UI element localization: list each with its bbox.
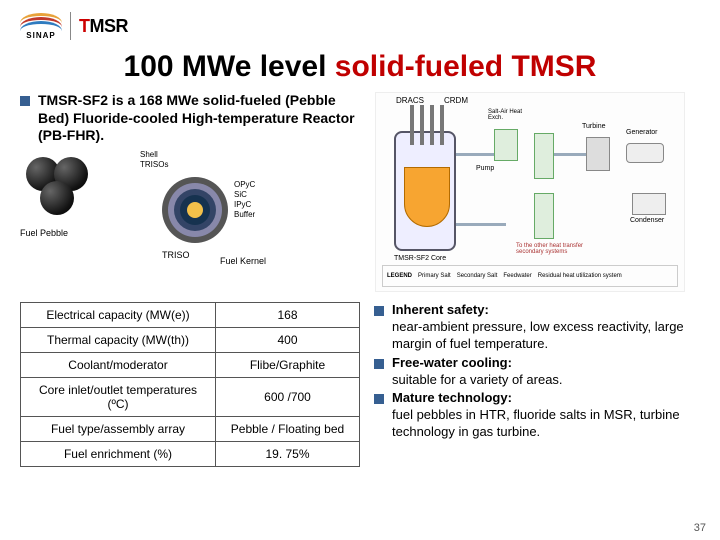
slide: SINAP TMSR 100 MWe level solid-fueled TM… (0, 0, 720, 540)
triso-rings-icon (160, 175, 230, 245)
spec-value: Pebble / Floating bed (216, 417, 360, 442)
square-bullet-icon (20, 96, 30, 106)
label-shell: Shell (140, 151, 158, 159)
spec-value: 600 /700 (216, 378, 360, 417)
spec-label: Fuel enrichment (%) (21, 442, 216, 467)
sinap-text: SINAP (26, 31, 55, 40)
label-sic: SiC (234, 191, 247, 199)
feature-title: Inherent safety: (392, 302, 489, 317)
spec-label: Fuel type/assembly array (21, 417, 216, 442)
plant-schematic: DRACS CRDM TMSR-SF2 Core Salt-Air Heat E… (375, 92, 685, 292)
square-bullet-icon (374, 359, 384, 369)
legend-title: LEGEND (387, 273, 412, 279)
feature-list: Inherent safety: near-ambient pressure, … (374, 302, 700, 467)
legend-primary: Primary Salt (418, 273, 451, 279)
spec-value: 19. 75% (216, 442, 360, 467)
feature-title: Mature technology: (392, 390, 512, 405)
turbine-icon (586, 137, 610, 171)
label-hx: Salt-Air Heat Exch. (488, 109, 526, 122)
table-row: Fuel type/assembly arrayPebble / Floatin… (21, 417, 360, 442)
square-bullet-icon (374, 394, 384, 404)
generator-icon (626, 143, 664, 163)
spec-value: 168 (216, 303, 360, 328)
upper-row: TMSR-SF2 is a 168 MWe solid-fueled (Pebb… (20, 92, 700, 292)
label-turbine: Turbine (582, 123, 605, 130)
lead-bullet: TMSR-SF2 is a 168 MWe solid-fueled (Pebb… (20, 92, 365, 145)
feature-item: Mature technology: fuel pebbles in HTR, … (374, 390, 700, 441)
label-generator: Generator (626, 129, 658, 136)
hx2-icon (534, 133, 554, 179)
legend-secondary: Secondary Salt (457, 273, 498, 279)
table-row: Coolant/moderatorFlibe/Graphite (21, 353, 360, 378)
title-part1: 100 MWe level (124, 50, 335, 83)
feature-text: Mature technology: fuel pebbles in HTR, … (392, 390, 700, 441)
label-pump: Pump (476, 165, 494, 172)
table-row: Electrical capacity (MW(e))168 (21, 303, 360, 328)
feature-text: Inherent safety: near-ambient pressure, … (392, 302, 700, 353)
label-trisos: TRISOs (140, 161, 168, 169)
logo-divider (70, 12, 71, 40)
table-row: Thermal capacity (MW(th))400 (21, 328, 360, 353)
spec-table-body: Electrical capacity (MW(e))168 Thermal c… (21, 303, 360, 467)
spec-label: Electrical capacity (MW(e)) (21, 303, 216, 328)
feature-title: Free-water cooling: (392, 355, 512, 370)
label-condenser: Condenser (630, 217, 664, 224)
pebble-diagram: Fuel Pebble Shell TRISOs OPyC SiC IPyC B… (20, 151, 365, 271)
label-opyc: OPyC (234, 181, 255, 189)
spec-value: Flibe/Graphite (216, 353, 360, 378)
lower-row: Electrical capacity (MW(e))168 Thermal c… (20, 302, 700, 467)
spec-label: Coolant/moderator (21, 353, 216, 378)
label-ipyc: IPyC (234, 201, 251, 209)
tmsr-logo: TMSR (79, 16, 128, 37)
legend-fw: Feedwater (503, 273, 531, 279)
hx3-icon (534, 193, 554, 239)
page-title: 100 MWe level solid-fueled TMSR (20, 50, 700, 84)
tmsr-t: T (79, 16, 90, 36)
table-row: Fuel enrichment (%)19. 75% (21, 442, 360, 467)
logo-bar: SINAP TMSR (20, 8, 700, 44)
label-heat-note: To the other heat transfer secondary sys… (516, 243, 596, 256)
label-triso: TRISO (162, 251, 190, 260)
schematic-legend: LEGEND Primary Salt Secondary Salt Feedw… (382, 265, 678, 287)
condenser-icon (632, 193, 666, 215)
label-fuel-pebble: Fuel Pebble (20, 229, 68, 238)
legend-residual: Residual heat utilization system (538, 273, 622, 279)
feature-text: Free-water cooling: suitable for a varie… (392, 355, 563, 389)
spec-table: Electrical capacity (MW(e))168 Thermal c… (20, 302, 360, 467)
label-kernel: Fuel Kernel (220, 257, 266, 266)
spec-value: 400 (216, 328, 360, 353)
spec-label: Thermal capacity (MW(th)) (21, 328, 216, 353)
feature-item: Inherent safety: near-ambient pressure, … (374, 302, 700, 353)
square-bullet-icon (374, 306, 384, 316)
reactor-core-icon (404, 167, 450, 227)
sinap-logo: SINAP (20, 13, 62, 40)
salt-hx-icon (494, 129, 518, 161)
lead-text: TMSR-SF2 is a 168 MWe solid-fueled (Pebb… (38, 92, 365, 145)
sinap-swoosh-icon (20, 13, 62, 31)
slide-number: 37 (694, 522, 706, 534)
label-crdm: CRDM (444, 97, 468, 105)
title-part2: solid-fueled TMSR (335, 50, 597, 83)
table-row: Core inlet/outlet temperatures (ºC)600 /… (21, 378, 360, 417)
feature-item: Free-water cooling: suitable for a varie… (374, 355, 700, 389)
fuel-pebble-icon (26, 157, 96, 219)
label-core: TMSR-SF2 Core (394, 255, 446, 262)
feature-body: near-ambient pressure, low excess reacti… (392, 319, 684, 351)
upper-right: DRACS CRDM TMSR-SF2 Core Salt-Air Heat E… (375, 92, 700, 292)
spec-label: Core inlet/outlet temperatures (ºC) (21, 378, 216, 417)
label-buffer: Buffer (234, 211, 255, 219)
feature-body: suitable for a variety of areas. (392, 372, 563, 387)
upper-left: TMSR-SF2 is a 168 MWe solid-fueled (Pebb… (20, 92, 365, 292)
feature-body: fuel pebbles in HTR, fluoride salts in M… (392, 407, 680, 439)
reactor-vessel-icon (394, 131, 456, 251)
tmsr-rest: MSR (90, 16, 129, 36)
